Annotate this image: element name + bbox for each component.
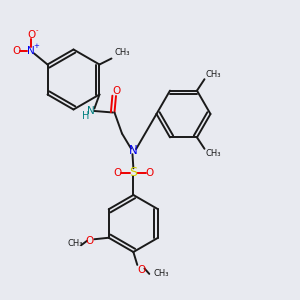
Text: CH₃: CH₃ bbox=[68, 239, 83, 248]
Text: CH₃: CH₃ bbox=[206, 70, 221, 79]
Text: O: O bbox=[85, 236, 93, 246]
Text: O: O bbox=[114, 167, 122, 178]
Text: H: H bbox=[82, 111, 90, 121]
Text: O: O bbox=[13, 46, 21, 56]
Text: O: O bbox=[138, 265, 146, 275]
Text: CH₃: CH₃ bbox=[206, 149, 221, 158]
Text: CH₃: CH₃ bbox=[154, 268, 169, 278]
Text: O: O bbox=[112, 85, 121, 96]
Text: O: O bbox=[146, 167, 154, 178]
Text: O: O bbox=[27, 30, 35, 40]
Text: -: - bbox=[35, 28, 38, 34]
Text: N: N bbox=[129, 143, 137, 157]
Text: N: N bbox=[27, 46, 35, 56]
Text: N: N bbox=[87, 106, 94, 116]
Text: +: + bbox=[34, 43, 39, 49]
Text: S: S bbox=[129, 166, 137, 179]
Text: CH₃: CH₃ bbox=[115, 48, 130, 57]
